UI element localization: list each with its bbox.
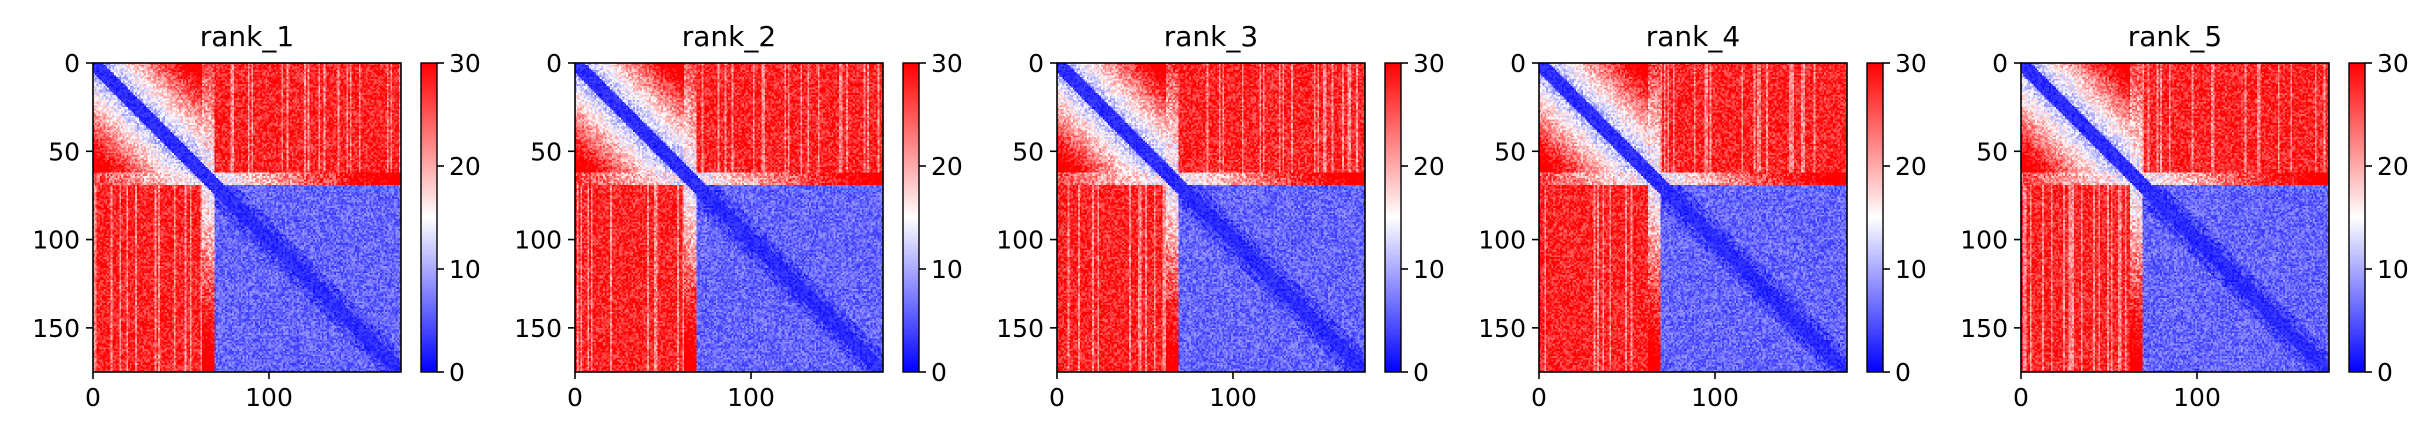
x-tick-label: 100	[2173, 383, 2221, 412]
colorbar-tick-label: 20	[2377, 152, 2409, 181]
colorbar-tick-label: 10	[449, 255, 481, 284]
x-tick-label: 0	[2013, 383, 2029, 412]
y-tick-label: 50	[1012, 137, 1044, 166]
colorbar-tick-label: 0	[2377, 358, 2393, 387]
colorbar	[1384, 62, 1402, 373]
y-tick-label: 150	[996, 314, 1044, 343]
heatmap-panel-4: rank_4 0 100 0 50 100 150 0 10 20 30	[1478, 20, 1927, 412]
colorbar-tick-label: 0	[1895, 358, 1911, 387]
colorbar-tick-label: 30	[2377, 49, 2409, 78]
heatmap-panel-1: rank_1 0 100 0 50 100 150 0 10 20 30	[32, 20, 481, 412]
heatmap-image	[2021, 63, 2329, 372]
colorbar-tick-label: 10	[1895, 255, 1927, 284]
colorbar-tick-label: 0	[449, 358, 465, 387]
x-tick-label: 0	[1531, 383, 1547, 412]
heatmap-image	[1057, 63, 1365, 372]
heatmap-panel-2: rank_2 0 100 0 50 100 150 0 10 20 30	[514, 20, 963, 412]
panel-title: rank_2	[682, 20, 776, 53]
y-tick-label: 50	[1976, 137, 2008, 166]
x-tick-label: 0	[567, 383, 583, 412]
y-tick-label: 100	[996, 226, 1044, 255]
colorbar-tick-label: 0	[931, 358, 947, 387]
y-tick-label: 0	[1510, 49, 1526, 78]
x-tick-label: 0	[85, 383, 101, 412]
y-tick-label: 0	[546, 49, 562, 78]
panel-title: rank_5	[2128, 20, 2222, 53]
y-tick-label: 50	[1494, 137, 1526, 166]
colorbar-tick-label: 10	[2377, 255, 2409, 284]
y-tick-label: 50	[530, 137, 562, 166]
x-tick-label: 100	[1691, 383, 1739, 412]
colorbar	[1866, 62, 1884, 373]
x-tick-label: 100	[727, 383, 775, 412]
y-tick-label: 100	[514, 226, 562, 255]
panel-title: rank_1	[200, 20, 294, 53]
colorbar-tick-label: 30	[1413, 49, 1445, 78]
axes-frame	[2020, 62, 2330, 373]
y-tick-label: 100	[32, 226, 80, 255]
heatmap-image	[93, 63, 401, 372]
x-tick-label: 100	[245, 383, 293, 412]
colorbar	[2348, 62, 2366, 373]
y-tick-label: 0	[1992, 49, 2008, 78]
x-tick-label: 100	[1209, 383, 1257, 412]
heatmap-panel-3: rank_3 0 100 0 50 100 150 0 10 20 30	[996, 20, 1445, 412]
colorbar	[902, 62, 920, 373]
colorbar-tick-label: 30	[931, 49, 963, 78]
colorbar-tick-label: 20	[449, 152, 481, 181]
heatmap-image	[575, 63, 883, 372]
heatmap-image	[1539, 63, 1847, 372]
colorbar-tick-label: 0	[1413, 358, 1429, 387]
colorbar-tick-label: 20	[1895, 152, 1927, 181]
colorbar-tick-label: 30	[449, 49, 481, 78]
y-tick-label: 150	[32, 314, 80, 343]
axes-frame	[1538, 62, 1848, 373]
axes-frame	[574, 62, 884, 373]
panel-title: rank_4	[1646, 20, 1740, 53]
y-tick-label: 100	[1478, 226, 1526, 255]
axes-frame	[1056, 62, 1366, 373]
colorbar-tick-label: 20	[931, 152, 963, 181]
y-tick-label: 0	[64, 49, 80, 78]
y-tick-label: 150	[1960, 314, 2008, 343]
colorbar	[420, 62, 438, 373]
colorbar-tick-label: 20	[1413, 152, 1445, 181]
y-tick-label: 0	[1028, 49, 1044, 78]
y-tick-label: 100	[1960, 226, 2008, 255]
panel-title: rank_3	[1164, 20, 1258, 53]
axes-frame	[92, 62, 402, 373]
y-tick-label: 150	[514, 314, 562, 343]
colorbar-tick-label: 30	[1895, 49, 1927, 78]
y-tick-label: 50	[48, 137, 80, 166]
heatmap-panel-5: rank_5 0 100 0 50 100 150 0 10 20 30	[1960, 20, 2409, 412]
x-tick-label: 0	[1049, 383, 1065, 412]
colorbar-tick-label: 10	[1413, 255, 1445, 284]
y-tick-label: 150	[1478, 314, 1526, 343]
colorbar-tick-label: 10	[931, 255, 963, 284]
